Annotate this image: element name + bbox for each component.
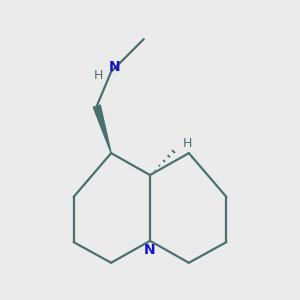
Text: H: H <box>182 136 192 150</box>
Polygon shape <box>93 105 111 153</box>
Text: N: N <box>109 60 121 74</box>
Text: H: H <box>94 69 103 82</box>
Text: N: N <box>144 243 156 256</box>
